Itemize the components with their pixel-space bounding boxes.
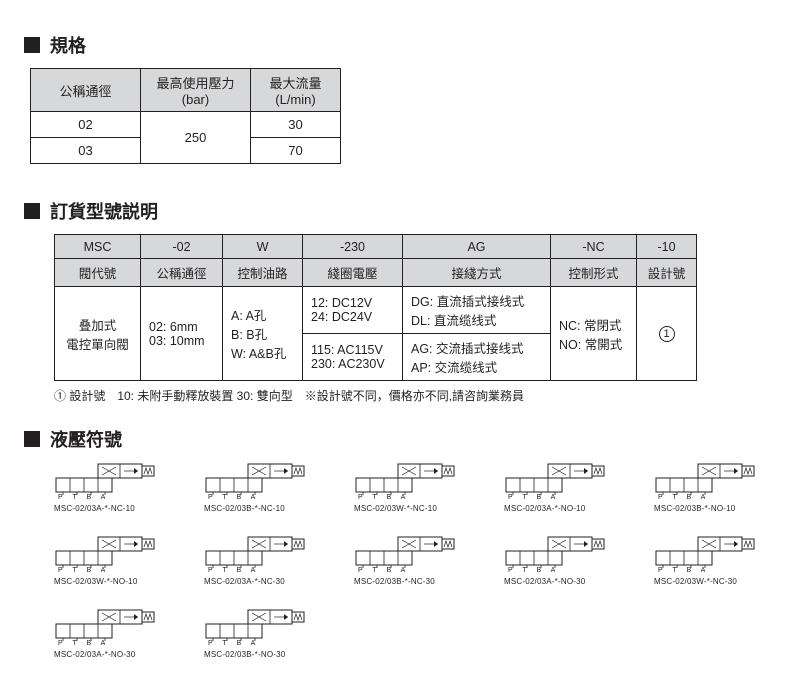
order-cell: 115: AC115V230: AC230V bbox=[303, 334, 403, 381]
hydraulic-symbol-icon bbox=[654, 462, 758, 496]
section-title-text: 訂貨型號説明 bbox=[50, 198, 158, 224]
square-bullet-icon bbox=[24, 203, 40, 219]
symbol-item: P T B A MSC-02/03B-*-NC-30 bbox=[354, 535, 472, 586]
spec-cell: 30 bbox=[251, 112, 341, 138]
symbol-item: P T B A MSC-02/03W-*-NC-30 bbox=[654, 535, 772, 586]
hydraulic-symbol-icon bbox=[204, 462, 308, 496]
order-cell: 12: DC12V24: DC24V bbox=[303, 287, 403, 334]
symbol-item: P T B A MSC-02/03B-*-NO-10 bbox=[654, 462, 772, 513]
symbol-label: MSC-02/03A-*-NO-30 bbox=[504, 577, 585, 586]
order-cell: AG: 交流插式接线式AP: 交流缆线式 bbox=[403, 334, 551, 381]
hydraulic-symbol-icon bbox=[54, 608, 158, 642]
section-title-text: 液壓符號 bbox=[50, 426, 122, 452]
section-title-symbols: 液壓符號 bbox=[24, 426, 776, 452]
order-cell: 公稱通徑 bbox=[141, 259, 223, 287]
symbol-label: MSC-02/03A-*-NC-10 bbox=[54, 504, 135, 513]
order-cell: 叠加式電控單向閥 bbox=[55, 287, 141, 381]
hydraulic-symbol-icon bbox=[204, 535, 308, 569]
section-title-spec: 規格 bbox=[24, 32, 776, 58]
port-letters: P T B A bbox=[58, 494, 109, 501]
symbol-item: P T B A MSC-02/03A-*-NC-30 bbox=[204, 535, 322, 586]
symbol-item: P T B A MSC-02/03B-*-NO-30 bbox=[204, 608, 322, 659]
symbol-item: P T B A MSC-02/03B-*-NC-10 bbox=[204, 462, 322, 513]
symbol-item: P T B A MSC-02/03W-*-NC-10 bbox=[354, 462, 472, 513]
port-letters: P T B A bbox=[208, 567, 259, 574]
order-cell: 綫圈電壓 bbox=[303, 259, 403, 287]
symbol-label: MSC-02/03B-*-NC-30 bbox=[354, 577, 435, 586]
order-cell: 控制油路 bbox=[223, 259, 303, 287]
order-cell: -10 bbox=[637, 235, 697, 259]
square-bullet-icon bbox=[24, 37, 40, 53]
symbol-label: MSC-02/03W-*-NC-30 bbox=[654, 577, 737, 586]
symbol-label: MSC-02/03W-*-NC-10 bbox=[354, 504, 437, 513]
spec-cell: 250 bbox=[141, 112, 251, 164]
hydraulic-symbol-icon bbox=[504, 462, 608, 496]
order-cell: 接綫方式 bbox=[403, 259, 551, 287]
order-cell: AG bbox=[403, 235, 551, 259]
symbol-label: MSC-02/03A-*-NO-10 bbox=[504, 504, 585, 513]
order-cell: 02: 6mm03: 10mm bbox=[141, 287, 223, 381]
hydraulic-symbol-icon bbox=[54, 535, 158, 569]
symbol-item: P T B A MSC-02/03A-*-NO-10 bbox=[504, 462, 622, 513]
spec-cell: 03 bbox=[31, 138, 141, 164]
port-letters: P T B A bbox=[508, 494, 559, 501]
order-cell: NC: 常閉式NO: 常開式 bbox=[551, 287, 637, 381]
port-letters: P T B A bbox=[208, 640, 259, 647]
order-cell: A: A孔B: B孔W: A&B孔 bbox=[223, 287, 303, 381]
hydraulic-symbol-icon bbox=[354, 535, 458, 569]
spec-th-flow: 最大流量(L/min) bbox=[251, 69, 341, 112]
circled-one-icon: 1 bbox=[659, 326, 675, 342]
order-header-row: MSC -02 W -230 AG -NC -10 bbox=[55, 235, 697, 259]
port-letters: P T B A bbox=[358, 567, 409, 574]
order-label-row: 閥代號 公稱通徑 控制油路 綫圈電壓 接綫方式 控制形式 設計號 bbox=[55, 259, 697, 287]
order-cell: -02 bbox=[141, 235, 223, 259]
hydraulic-symbol-icon bbox=[654, 535, 758, 569]
order-cell: 1 bbox=[637, 287, 697, 381]
symbol-label: MSC-02/03A-*-NC-30 bbox=[204, 577, 285, 586]
section-title-text: 規格 bbox=[50, 32, 86, 58]
spec-th-pressure: 最高使用壓力(bar) bbox=[141, 69, 251, 112]
port-letters: P T B A bbox=[58, 640, 109, 647]
order-cell: -NC bbox=[551, 235, 637, 259]
symbol-item: P T B A MSC-02/03A-*-NO-30 bbox=[54, 608, 172, 659]
symbol-label: MSC-02/03B-*-NO-10 bbox=[654, 504, 735, 513]
table-row: 叠加式電控單向閥 02: 6mm03: 10mm A: A孔B: B孔W: A&… bbox=[55, 287, 697, 334]
symbol-item: P T B A MSC-02/03W-*-NO-10 bbox=[54, 535, 172, 586]
symbol-item: P T B A MSC-02/03A-*-NC-10 bbox=[54, 462, 172, 513]
section-title-order: 訂貨型號説明 bbox=[24, 198, 776, 224]
spec-cell: 70 bbox=[251, 138, 341, 164]
port-letters: P T B A bbox=[658, 567, 709, 574]
order-cell: 閥代號 bbox=[55, 259, 141, 287]
hydraulic-symbol-icon bbox=[54, 462, 158, 496]
port-letters: P T B A bbox=[208, 494, 259, 501]
order-cell: DG: 直流插式接线式DL: 直流缆线式 bbox=[403, 287, 551, 334]
symbol-label: MSC-02/03B-*-NO-30 bbox=[204, 650, 285, 659]
order-cell: 設計號 bbox=[637, 259, 697, 287]
symbol-label: MSC-02/03B-*-NC-10 bbox=[204, 504, 285, 513]
spec-th-bore: 公稱通徑 bbox=[31, 69, 141, 112]
symbol-item: P T B A MSC-02/03A-*-NO-30 bbox=[504, 535, 622, 586]
order-cell: 控制形式 bbox=[551, 259, 637, 287]
port-letters: P T B A bbox=[658, 494, 709, 501]
table-row: 02 250 30 bbox=[31, 112, 341, 138]
port-letters: P T B A bbox=[58, 567, 109, 574]
symbol-label: MSC-02/03A-*-NO-30 bbox=[54, 650, 135, 659]
hydraulic-symbol-icon bbox=[504, 535, 608, 569]
order-table: MSC -02 W -230 AG -NC -10 閥代號 公稱通徑 控制油路 … bbox=[54, 234, 697, 381]
design-footnote: ① 設計號 10: 未附手動釋放裝置 30: 雙向型 ※設計號不同，價格亦不同,… bbox=[54, 387, 776, 404]
port-letters: P T B A bbox=[508, 567, 559, 574]
order-cell: W bbox=[223, 235, 303, 259]
square-bullet-icon bbox=[24, 431, 40, 447]
order-cell: MSC bbox=[55, 235, 141, 259]
spec-cell: 02 bbox=[31, 112, 141, 138]
symbol-grid: P T B A MSC-02/03A-*-NC-10 P T B A MSC-02/0… bbox=[54, 462, 774, 659]
spec-table: 公稱通徑 最高使用壓力(bar) 最大流量(L/min) 02 250 30 0… bbox=[30, 68, 341, 164]
hydraulic-symbol-icon bbox=[354, 462, 458, 496]
order-cell: -230 bbox=[303, 235, 403, 259]
port-letters: P T B A bbox=[358, 494, 409, 501]
symbol-label: MSC-02/03W-*-NO-10 bbox=[54, 577, 137, 586]
hydraulic-symbol-icon bbox=[204, 608, 308, 642]
